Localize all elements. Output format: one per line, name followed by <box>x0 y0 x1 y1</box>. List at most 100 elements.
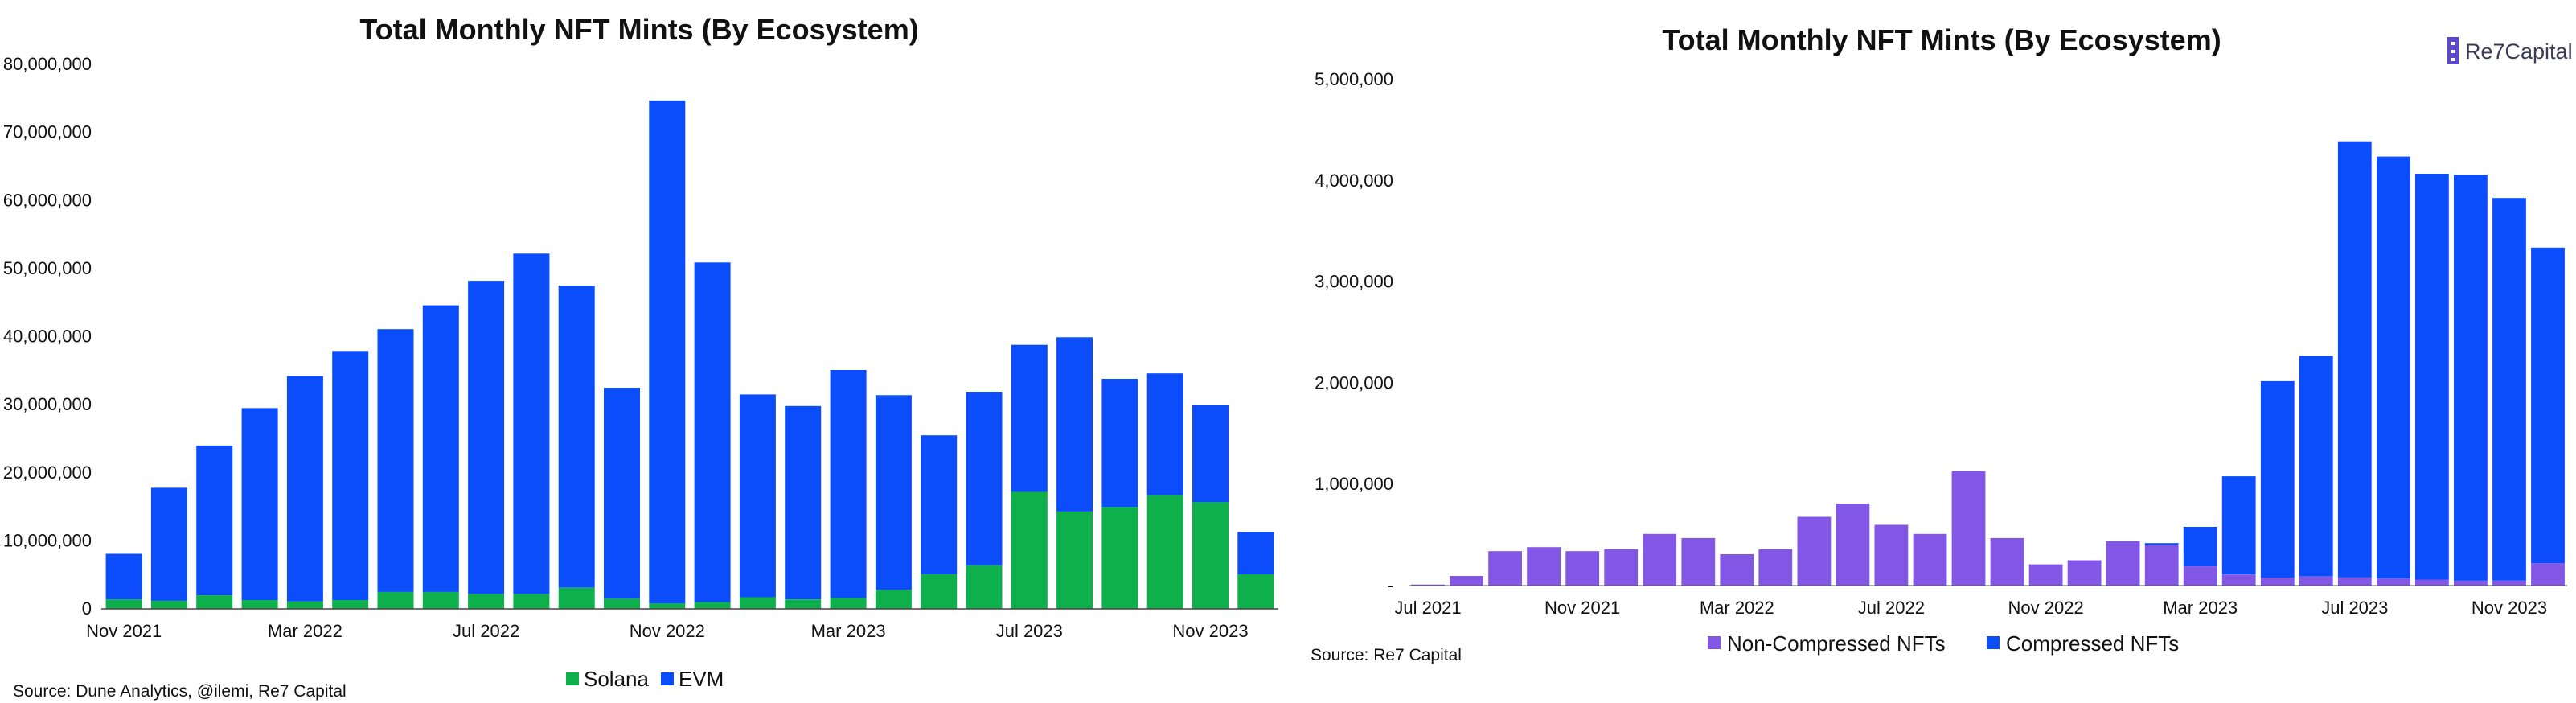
right-x-axis: Jul 2021 Nov 2021 Mar 2022 Jul 2022 Nov 2022… <box>1394 598 2547 618</box>
x-tick-label: Mar 2023 <box>811 621 886 641</box>
logo-text: Re7Capital <box>2465 39 2573 64</box>
bar-compressed-nfts-apr-2023 <box>2221 476 2256 575</box>
bar-solana-dec-2023 <box>1237 574 1274 609</box>
bar-non-compressed-nfts-jul-2023 <box>2337 577 2372 586</box>
bar-solana-sep-2023 <box>1101 507 1138 609</box>
bar-solana-may-2022 <box>377 591 414 609</box>
y-tick-label: 80,000,000 <box>3 54 92 74</box>
bar-non-compressed-nfts-dec-2022 <box>2067 560 2102 586</box>
y-tick-label: 1,000,000 <box>1315 474 1393 494</box>
bar-non-compressed-nfts-sep-2021 <box>1488 551 1522 586</box>
y-tick-label: 4,000,000 <box>1315 171 1393 191</box>
left-chart: Total Monthly NFT Mints (By Ecosystem) 0… <box>3 13 1278 701</box>
left-x-axis: Nov 2021 Mar 2022 Jul 2022 Nov 2022 Mar 2023… <box>86 621 1248 641</box>
bar-non-compressed-nfts-jan-2022 <box>1643 533 1677 586</box>
bar-solana-oct-2022 <box>604 598 640 609</box>
bar-evm-feb-2022 <box>241 408 278 600</box>
bar-solana-jul-2022 <box>468 594 505 609</box>
bar-non-compressed-nfts-nov-2022 <box>2028 564 2063 586</box>
bar-non-compressed-nfts-may-2022 <box>1797 516 1832 586</box>
bar-solana-feb-2022 <box>241 600 278 609</box>
legend-swatch-non-compressed <box>1708 636 1721 649</box>
bar-evm-sep-2023 <box>1101 379 1138 508</box>
y-tick-label: 70,000,000 <box>3 122 92 142</box>
bar-solana-aug-2023 <box>1056 512 1093 609</box>
legend-swatch-evm <box>661 672 674 685</box>
bar-solana-apr-2023 <box>875 590 912 609</box>
bar-evm-dec-2023 <box>1237 532 1274 574</box>
x-tick-label: Jul 2023 <box>996 621 1063 641</box>
bar-evm-mar-2023 <box>830 370 867 598</box>
legend-swatch-compressed <box>1987 636 2000 649</box>
right-bars <box>1411 141 2565 586</box>
bar-compressed-nfts-oct-2023 <box>2454 175 2488 581</box>
bar-non-compressed-nfts-oct-2022 <box>1990 537 2024 586</box>
bar-evm-jun-2023 <box>966 392 1003 565</box>
bar-non-compressed-nfts-aug-2023 <box>2377 578 2410 586</box>
bar-solana-jun-2023 <box>966 565 1003 609</box>
legend-label-solana: Solana <box>584 667 649 691</box>
bar-evm-nov-2021 <box>105 553 142 600</box>
bar-solana-sep-2022 <box>558 587 595 609</box>
bar-non-compressed-nfts-nov-2021 <box>1565 551 1600 586</box>
bar-non-compressed-nfts-jun-2022 <box>1836 504 1870 586</box>
right-chart-title: Total Monthly NFT Mints (By Ecosystem) <box>1662 23 2221 56</box>
left-legend: Solana EVM <box>566 667 724 691</box>
bar-evm-sep-2022 <box>558 286 595 588</box>
bar-compressed-nfts-mar-2023 <box>2183 527 2217 567</box>
bar-solana-jan-2023 <box>739 597 776 609</box>
bar-non-compressed-nfts-aug-2021 <box>1450 576 1483 586</box>
y-tick-label: 50,000,000 <box>3 258 92 278</box>
y-tick-label: 30,000,000 <box>3 394 92 414</box>
bar-non-compressed-nfts-may-2023 <box>2260 577 2295 586</box>
bar-solana-jan-2022 <box>196 595 233 609</box>
x-tick-label: Mar 2022 <box>268 621 343 641</box>
legend-label-evm: EVM <box>679 667 724 691</box>
legend-label-non-compressed: Non-Compressed NFTs <box>1727 631 1946 656</box>
bar-compressed-nfts-feb-2023 <box>2144 543 2179 545</box>
bar-evm-feb-2023 <box>785 405 822 600</box>
bar-solana-nov-2022 <box>649 603 686 609</box>
bar-solana-jul-2023 <box>1011 491 1048 609</box>
bar-evm-oct-2022 <box>604 388 640 599</box>
x-tick-label: Nov 2021 <box>86 621 162 641</box>
bar-evm-apr-2023 <box>875 395 912 590</box>
x-tick-label: Mar 2023 <box>2163 598 2238 618</box>
y-tick-label: 0 <box>82 598 92 619</box>
bar-evm-jan-2022 <box>196 445 233 596</box>
bar-non-compressed-nfts-apr-2022 <box>1758 549 1793 586</box>
right-source-note: Source: Re7 Capital <box>1311 646 1462 664</box>
bar-non-compressed-nfts-jul-2021 <box>1411 584 1445 586</box>
bar-non-compressed-nfts-jan-2023 <box>2106 541 2140 586</box>
bar-non-compressed-nfts-dec-2023 <box>2531 563 2565 586</box>
bar-compressed-nfts-sep-2023 <box>2415 174 2449 580</box>
bar-non-compressed-nfts-feb-2022 <box>1681 537 1716 586</box>
bar-non-compressed-nfts-nov-2023 <box>2492 580 2526 586</box>
re7-logo: Re7Capital <box>2447 37 2573 64</box>
y-tick-label: 20,000,000 <box>3 462 92 483</box>
bar-evm-nov-2022 <box>649 100 686 604</box>
bar-solana-feb-2023 <box>785 599 822 609</box>
bar-evm-jul-2023 <box>1011 344 1048 492</box>
bar-compressed-nfts-jun-2023 <box>2299 356 2333 577</box>
logo-mark-notch-icon <box>2451 50 2455 53</box>
bar-non-compressed-nfts-dec-2021 <box>1604 549 1639 586</box>
bar-evm-nov-2023 <box>1192 405 1229 503</box>
x-tick-label: Nov 2023 <box>1172 621 1248 641</box>
bar-solana-may-2023 <box>921 574 958 609</box>
bar-compressed-nfts-nov-2023 <box>2492 198 2526 581</box>
bar-solana-mar-2023 <box>830 598 867 609</box>
legend-swatch-solana <box>566 672 579 685</box>
left-bars <box>105 100 1274 609</box>
right-chart: Total Monthly NFT Mints (By Ecosystem) R… <box>1311 23 2573 664</box>
x-tick-label: Mar 2022 <box>1700 598 1774 618</box>
bar-evm-apr-2022 <box>332 351 369 600</box>
bar-non-compressed-nfts-apr-2023 <box>2221 574 2256 586</box>
bar-solana-nov-2021 <box>105 599 142 609</box>
bar-compressed-nfts-may-2023 <box>2260 380 2295 578</box>
bar-evm-dec-2022 <box>694 262 731 602</box>
y-tick-label: 60,000,000 <box>3 190 92 210</box>
bar-non-compressed-nfts-mar-2022 <box>1720 554 1754 586</box>
x-tick-label: Nov 2022 <box>2008 598 2084 618</box>
